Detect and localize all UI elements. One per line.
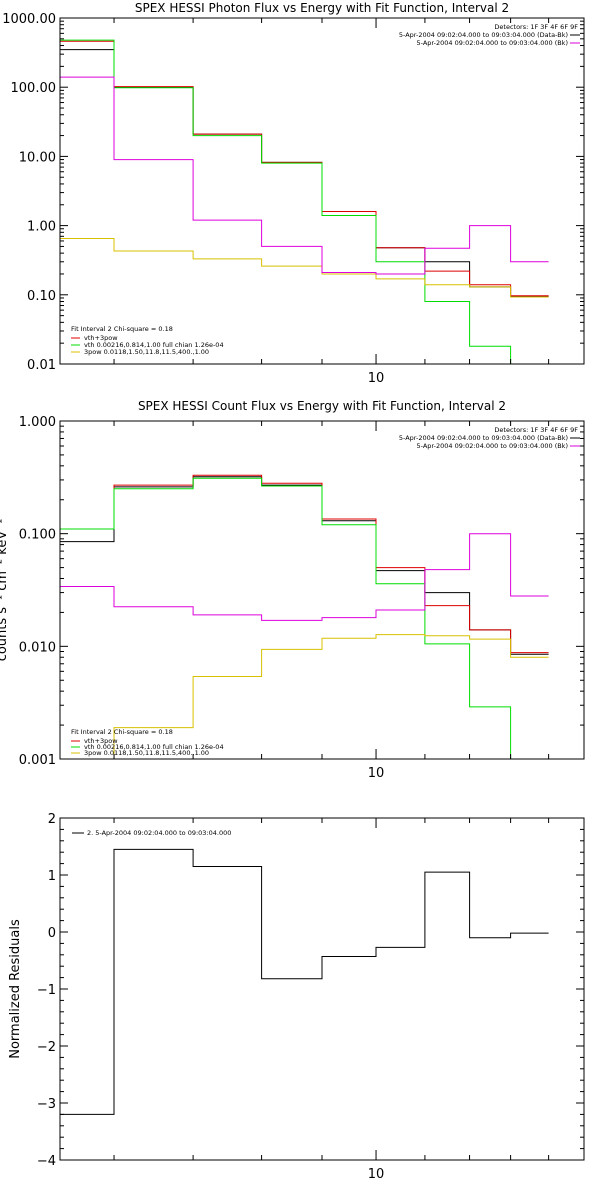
y-tick-label: −4 [37, 1154, 56, 1169]
y-tick-label: −2 [37, 1040, 56, 1055]
series-bk-line [60, 76, 549, 275]
series-vth-line [60, 39, 549, 365]
info-line-data-bk: 5-Apr-2004 09:02:04.000 to 09:03:04.000 … [399, 434, 568, 442]
x-tick-label: 10 [368, 1167, 385, 1182]
info-line-bk: 5-Apr-2004 09:02:04.000 to 09:03:04.000 … [417, 442, 568, 450]
y-tick-label: 1.00 [27, 220, 56, 235]
fit-line-vth-3pow: vth+3pow [84, 737, 118, 745]
y-tick-label: 0.010 [19, 640, 56, 655]
y-axis-label: Normalized Residuals [8, 919, 23, 1059]
x-tick-label: 10 [368, 371, 385, 386]
info-line-bk: 5-Apr-2004 09:02:04.000 to 09:03:04.000 … [417, 39, 568, 47]
series-3pow-line [60, 634, 549, 760]
fit-line-chi: Fit Interval 2 Chi-square = 0.18 [71, 728, 173, 736]
y-tick-label: 0.01 [27, 358, 56, 373]
y-tick-label: 10.00 [19, 150, 56, 165]
y-tick-label: 0 [48, 926, 56, 941]
fit-line-vth: vth 0.00216,0.814,1.00 full chian 1.26e-… [84, 743, 224, 751]
y-axis-label: counts s⁻¹ cm⁻² keV⁻¹ [0, 519, 10, 662]
series-bk-line [60, 533, 549, 621]
series-3pow-line [60, 238, 549, 298]
y-tick-label: 0.10 [27, 289, 56, 304]
count-flux-panel: SPEX HESSI Count Flux vs Energy with Fit… [0, 399, 585, 781]
series-vth-line [60, 477, 549, 760]
plot-frame [59, 817, 585, 1161]
y-tick-label: 0.001 [19, 753, 56, 768]
photon-flux-panel: SPEX HESSI Photon Flux vs Energy with Fi… [2, 1, 585, 386]
fit-line-3pow: 3pow 0.0118,1.50,11.8,11.5,400.,1.00 [84, 348, 209, 356]
series-vth-3pow-line [60, 40, 549, 297]
fit-line-vth: vth 0.00216,0.814,1.00 full chian 1.26e-… [84, 341, 224, 349]
info-line-detectors: Detectors: 1F 3F 4F 6F 9F [494, 23, 578, 31]
info-line-data-bk: 5-Apr-2004 09:02:04.000 to 09:03:04.000 … [399, 31, 568, 39]
panel-title: SPEX HESSI Count Flux vs Energy with Fit… [138, 399, 506, 413]
info-line-detectors: Detectors: 1F 3F 4F 6F 9F [494, 426, 578, 434]
plot-frame [59, 420, 585, 760]
y-tick-label: 1 [48, 869, 56, 884]
fit-line-3pow: 3pow 0.0118,1.50,11.8,11.5,400.,1.00 [84, 749, 209, 757]
fit-line-vth-3pow: vth+3pow [84, 334, 118, 342]
y-tick-label: 1.000 [19, 415, 56, 430]
y-tick-label: 100.00 [11, 81, 57, 96]
y-tick-label: 1000.00 [2, 12, 56, 27]
series-data-bk-line [60, 476, 549, 655]
y-tick-label: 0.100 [19, 528, 56, 543]
legend-interval: 2. 5-Apr-2004 09:02:04.000 to 09:03:04.0… [87, 829, 231, 837]
y-tick-label: −3 [37, 1097, 56, 1112]
fit-line-chi: Fit Interval 2 Chi-square = 0.18 [71, 325, 173, 333]
y-tick-label: 2 [48, 812, 56, 827]
series-2-5-apr-2004-09-02-04-000-to-09-03-04-000-line [60, 848, 549, 1115]
residuals-panel: 210−1−2−3−410 2. 5-Apr-2004 09:02:04.000… [8, 812, 585, 1182]
x-tick-label: 10 [368, 766, 385, 781]
panel-title: SPEX HESSI Photon Flux vs Energy with Fi… [135, 1, 509, 15]
y-tick-label: −1 [37, 983, 56, 998]
series-vth-3pow-line [60, 474, 549, 654]
